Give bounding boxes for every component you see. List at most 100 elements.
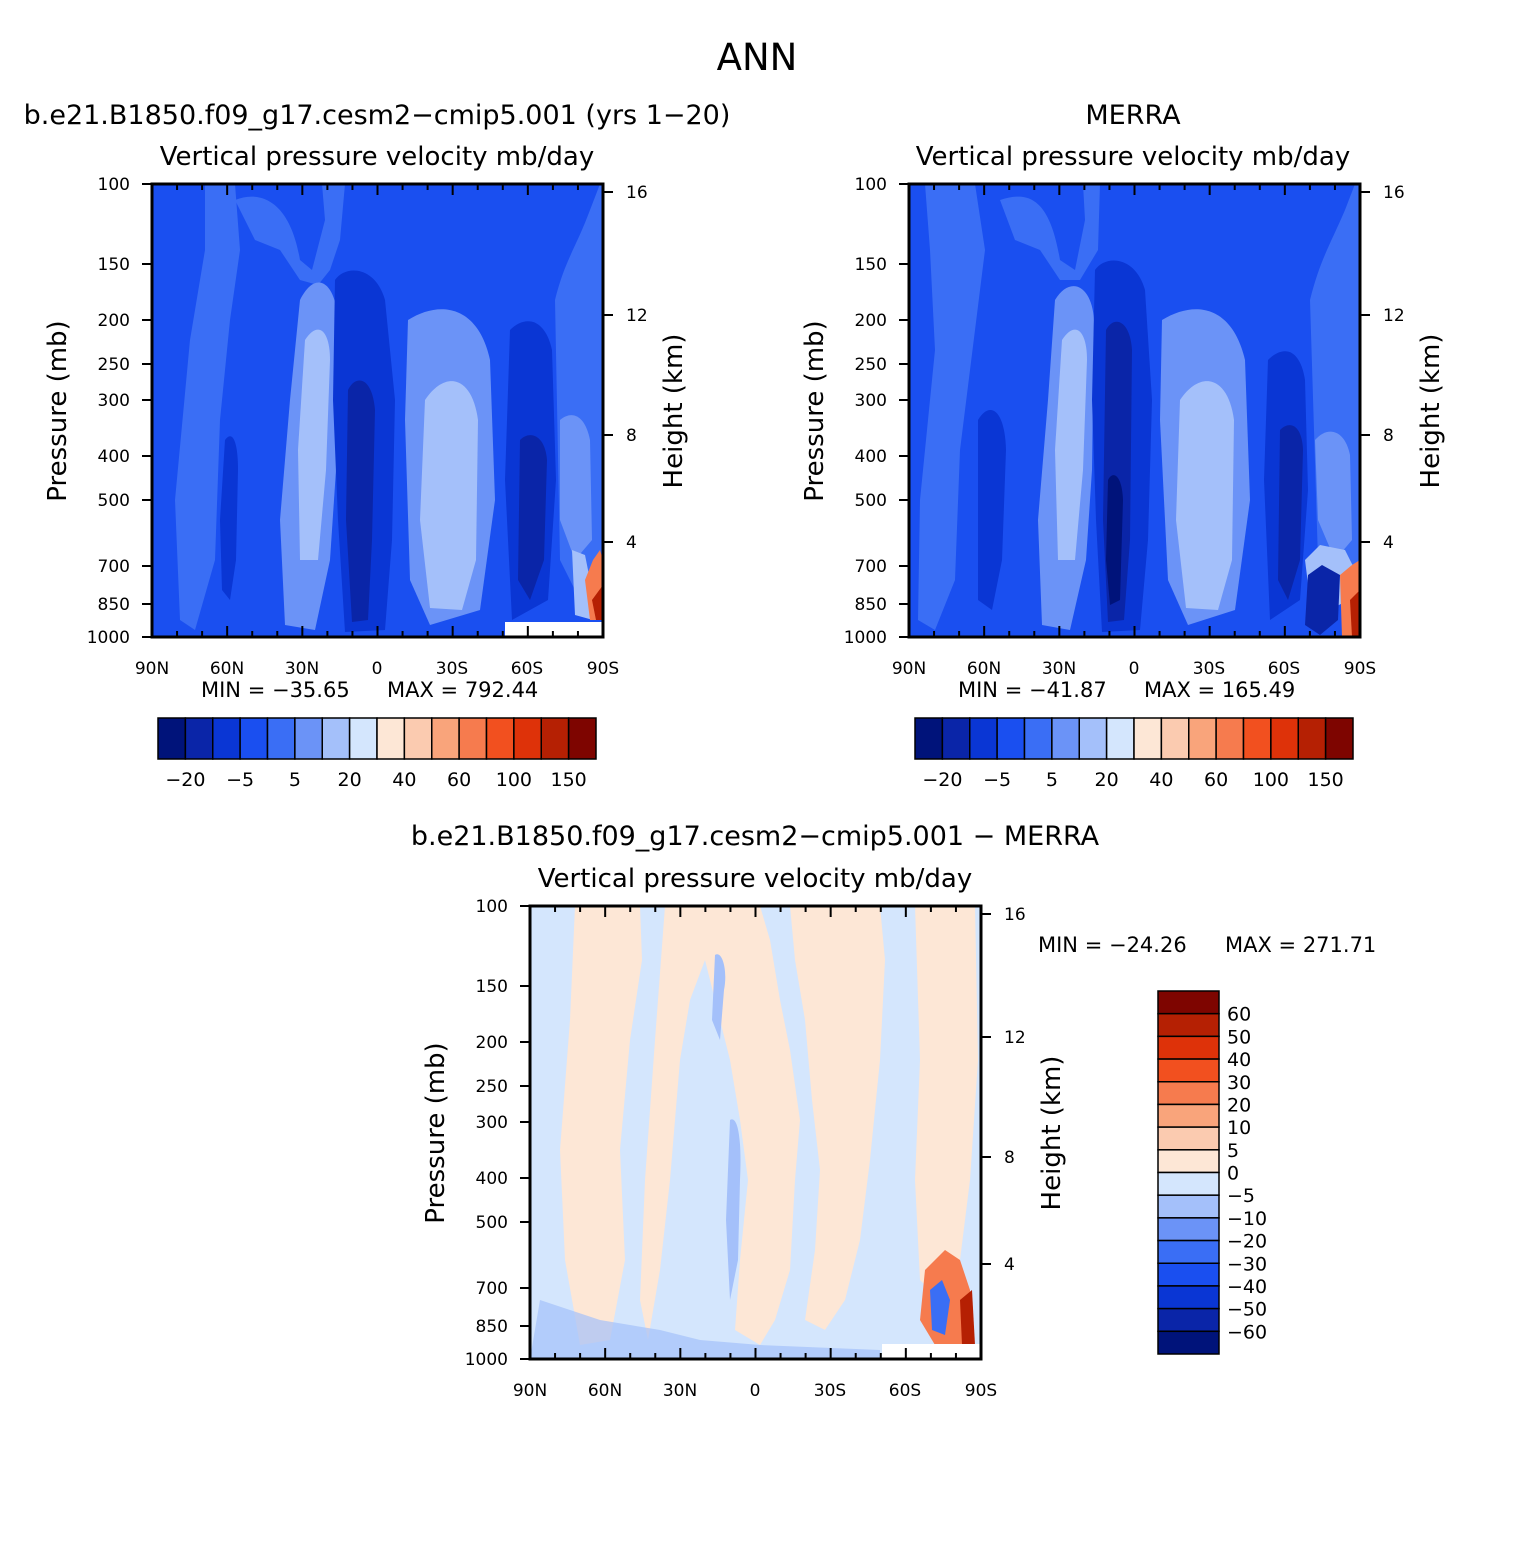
colorbar-cell [1157, 1307, 1220, 1333]
colorbar-label: −40 [1227, 1276, 1267, 1298]
colorbar-cell [996, 717, 1026, 760]
y2-tick-label: 12 [1383, 306, 1405, 326]
x-tick-label: 90N [513, 1381, 547, 1401]
y-tick-label: 400 [476, 1169, 508, 1189]
y-tick-label: 100 [98, 175, 130, 195]
max-value: MAX = 271.71 [1225, 933, 1376, 957]
colorbar-label: 150 [1307, 769, 1343, 791]
colorbar-label: −10 [1227, 1208, 1267, 1230]
y-tick-label: 700 [855, 557, 887, 577]
y-tick-label: 1000 [844, 628, 887, 648]
y-tick-label: 100 [855, 175, 887, 195]
x-tick-label: 90S [587, 659, 619, 679]
y2-tick-label: 16 [1004, 905, 1026, 925]
x-tick-label: 0 [750, 1381, 761, 1401]
y2-tick-label: 8 [1383, 426, 1394, 446]
y-tick-label: 500 [855, 491, 887, 511]
colorbar-cell [1157, 1285, 1220, 1310]
colorbar-cell [294, 717, 323, 760]
y2-tick-label: 4 [1383, 533, 1394, 553]
colorbar-label: 40 [392, 769, 416, 791]
figure-title: ANN [717, 36, 798, 79]
colorbar-cell [1215, 717, 1245, 760]
colorbar-cell [1157, 1126, 1220, 1151]
colorbar-label: 50 [1227, 1026, 1251, 1048]
colorbar-label: −30 [1227, 1253, 1267, 1275]
panel-subtitle: Vertical pressure velocity mb/day [916, 142, 1350, 172]
colorbar-cell [1105, 717, 1135, 760]
y-tick-label: 850 [98, 595, 130, 615]
colorbar-label: −5 [983, 769, 1011, 791]
y2-tick-label: 16 [1383, 183, 1405, 203]
x-tick-label: 30S [436, 659, 468, 679]
x-axis: 90N 60N 30N 0 30S 60S 90S [513, 905, 997, 1401]
y-tick-label: 700 [98, 557, 130, 577]
colorbar-cell [1324, 717, 1354, 760]
colorbar-cell [914, 717, 944, 760]
y-tick-label: 250 [98, 355, 130, 375]
panel-difference: b.e21.B1850.f09_g17.cesm2−cmip5.001 − ME… [411, 821, 1376, 1401]
y-tick-label: 150 [476, 977, 508, 997]
panel-subtitle: Vertical pressure velocity mb/day [160, 142, 594, 172]
y-tick-label: 850 [855, 595, 887, 615]
colorbar-cell [1157, 1239, 1220, 1264]
y-axis: 100 150 200 250 300 400 500 700 850 1000… [421, 897, 508, 1370]
colorbar-cell [1157, 1217, 1220, 1242]
colorbar-label: 100 [496, 769, 532, 791]
colorbar-cell [431, 717, 460, 760]
colorbar-cell [1157, 1012, 1220, 1038]
x-tick-label: 0 [372, 659, 383, 679]
y-tick-label: 150 [98, 255, 130, 275]
colorbar-cell [567, 717, 597, 760]
y2-tick-label: 8 [626, 426, 637, 446]
colorbar-cell [1023, 717, 1053, 760]
colorbar-cell [540, 717, 570, 760]
min-value: MIN = −24.26 [1038, 933, 1187, 957]
x-axis: 90N 60N 30N 0 30S 60S 90S [135, 183, 619, 679]
panel-title: MERRA [1085, 100, 1181, 131]
colorbar-cell [1242, 717, 1272, 760]
y-axis: 100 150 200 250 300 400 500 700 850 1000… [43, 175, 130, 648]
colorbar-label: 20 [1227, 1094, 1251, 1116]
panel-title: b.e21.B1850.f09_g17.cesm2−cmip5.001 − ME… [411, 821, 1100, 852]
colorbar-label: −50 [1227, 1299, 1267, 1321]
colorbar-label: −20 [1227, 1231, 1267, 1253]
colorbar-cell [348, 717, 378, 760]
colorbar-label: 40 [1227, 1049, 1251, 1071]
colorbar-cell [969, 717, 998, 760]
panel-subtitle: Vertical pressure velocity mb/day [538, 864, 972, 894]
x-tick-label: 30S [814, 1381, 846, 1401]
colorbar-cell [458, 717, 488, 760]
colorbar-cell [1157, 990, 1220, 1015]
colorbar-cell [212, 717, 241, 760]
y-tick-label: 200 [98, 311, 130, 331]
colorbar-cell [1157, 1081, 1220, 1106]
x-tick-label: 90S [965, 1381, 997, 1401]
panel-model: b.e21.B1850.f09_g17.cesm2−cmip5.001 (yrs… [24, 100, 731, 791]
y-axis: 100 150 200 250 300 400 500 700 850 1000… [800, 175, 887, 648]
colorbar-cell [941, 717, 971, 760]
colorbar-label: 60 [1227, 1004, 1251, 1026]
colorbar-label: 40 [1149, 769, 1173, 791]
colorbar-cell [1133, 717, 1163, 760]
colorbar-cell [1157, 1262, 1220, 1287]
y-axis-label: Pressure (mb) [43, 320, 73, 501]
colorbar-label: −60 [1227, 1321, 1267, 1343]
y2-tick-label: 4 [626, 533, 637, 553]
x-tick-label: 60N [967, 659, 1001, 679]
x-tick-label: 60S [889, 1381, 921, 1401]
colorbar-cell [1160, 717, 1190, 760]
panel-title: b.e21.B1850.f09_g17.cesm2−cmip5.001 (yrs… [24, 100, 731, 131]
colorbar-cell [157, 717, 187, 760]
y2-tick-label: 8 [1004, 1148, 1015, 1168]
x-tick-label: 30N [663, 1381, 697, 1401]
y2-tick-label: 12 [626, 306, 648, 326]
colorbar-label: 60 [447, 769, 471, 791]
x-tick-label: 90S [1344, 659, 1376, 679]
x-tick-label: 30N [1042, 659, 1076, 679]
contour-field [152, 184, 603, 637]
colorbar-label: 5 [1227, 1140, 1239, 1162]
colorbar: −20 −5 5 20 40 60 100 150 [914, 717, 1354, 791]
